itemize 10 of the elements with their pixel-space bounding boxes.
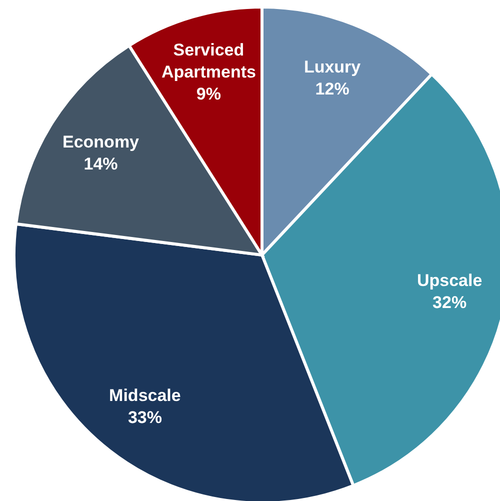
data-label: 12% — [315, 78, 350, 98]
slice-label: Serviced Apartments — [161, 40, 256, 82]
data-label: 33% — [128, 407, 162, 426]
slice-label: Midscale — [109, 385, 181, 404]
slice-label: Luxury — [304, 56, 362, 76]
slice-label: Upscale — [416, 270, 482, 290]
slice-label: Economy — [62, 132, 140, 152]
data-label: 9% — [196, 84, 222, 104]
data-label: 32% — [432, 292, 467, 312]
data-label: 14% — [84, 154, 118, 174]
